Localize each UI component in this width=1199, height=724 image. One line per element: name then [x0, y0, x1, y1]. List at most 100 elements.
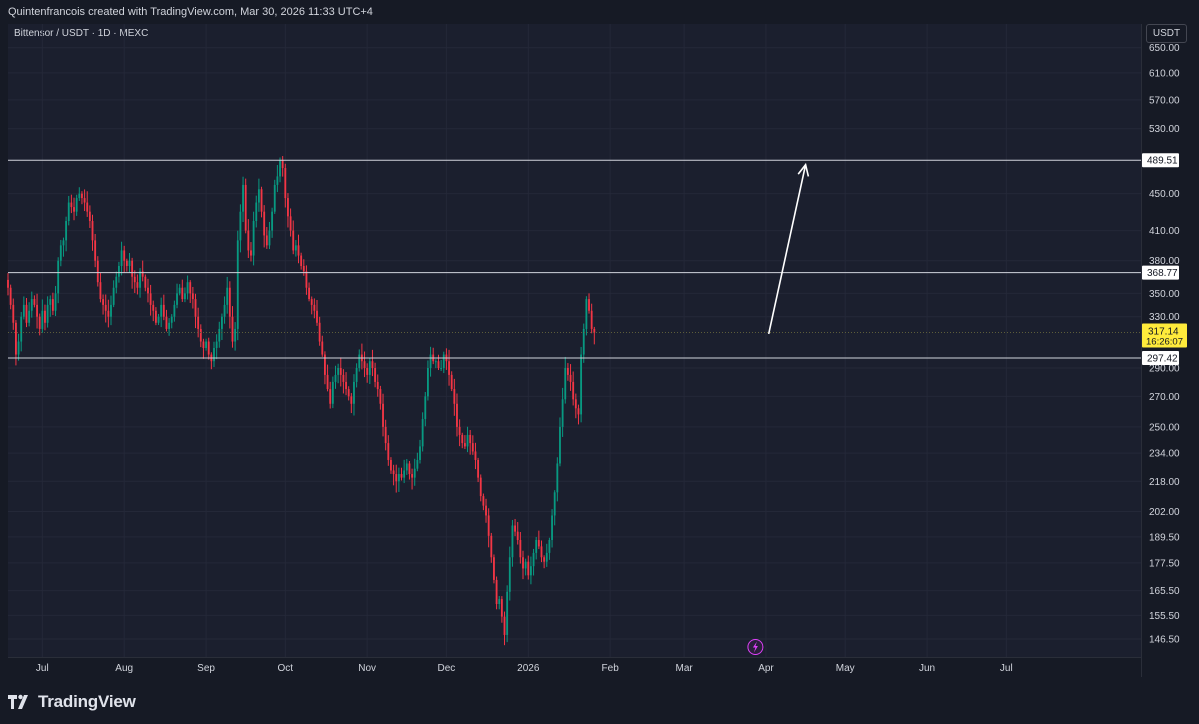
candle-body [487, 515, 490, 536]
candle-body [384, 426, 387, 444]
candle-body [252, 221, 255, 256]
candle-body [316, 310, 318, 323]
candle-body [96, 260, 99, 283]
candle-body [152, 304, 155, 311]
last-price-countdown: 16:26:07 [1146, 336, 1183, 347]
candle-body [271, 211, 274, 231]
tradingview-logo-text: TradingView [38, 692, 136, 711]
chart-pane[interactable] [8, 24, 1141, 657]
candle-body [551, 515, 553, 541]
candle-body [479, 477, 482, 497]
candle-body [160, 304, 163, 317]
candle-body [347, 389, 350, 397]
candle-body [149, 293, 152, 305]
y-tick-label: 650.00 [1149, 43, 1180, 54]
projection-arrow-head [797, 162, 810, 177]
candle-body [128, 260, 131, 266]
x-tick-label: Aug [115, 663, 133, 674]
candle-body [382, 403, 384, 427]
y-tick-label: 380.00 [1149, 256, 1180, 267]
candle-body [326, 374, 329, 390]
symbol-info[interactable]: Bittensor / USDT · 1D · MEXC [14, 28, 149, 39]
candle-body [202, 341, 205, 348]
chart-credit: Quintenfrancois created with TradingView… [8, 6, 373, 18]
candle-body [297, 245, 300, 256]
candle-body [350, 396, 353, 404]
candle-body [67, 202, 70, 222]
candle-body [284, 168, 287, 199]
projection-arrow-line [767, 164, 807, 335]
candle-body [162, 304, 165, 317]
candle-body [419, 446, 421, 460]
y-tick-label: 610.00 [1149, 68, 1180, 79]
candle-body [20, 316, 23, 342]
candle-body [461, 434, 464, 444]
bottom-bar [0, 677, 1199, 724]
candle-body [12, 304, 15, 323]
time-axis[interactable] [8, 658, 1141, 677]
candle-body [250, 250, 252, 256]
candle-body [268, 230, 271, 246]
candle-body [125, 260, 128, 266]
y-tick-label: 177.50 [1149, 558, 1180, 569]
candle-body [281, 159, 284, 169]
candle-body [176, 293, 178, 305]
price-axis[interactable] [1142, 24, 1199, 677]
candle-body [545, 552, 548, 562]
candle-body [371, 361, 374, 368]
candle-body [242, 184, 244, 212]
candle-body [376, 381, 379, 390]
candle-body [437, 361, 440, 368]
candle-body [14, 322, 17, 355]
candle-body [590, 310, 593, 329]
candle-body [65, 221, 68, 241]
tradingview-logo[interactable]: TradingView [8, 692, 136, 712]
candle-body [265, 235, 268, 246]
candle-body [170, 316, 173, 323]
candle-body [553, 492, 556, 516]
candle-body [511, 525, 514, 558]
candle-body [358, 354, 361, 368]
candle-body [503, 616, 506, 635]
candle-body [569, 374, 572, 382]
candle-body [469, 434, 472, 444]
candle-body [329, 389, 332, 404]
candle-body [294, 245, 297, 251]
candle-body [339, 367, 342, 375]
candle-body [482, 496, 485, 506]
candle-body [22, 304, 25, 317]
candle-body [139, 271, 141, 288]
candle-body [450, 374, 453, 390]
candle-body [302, 265, 305, 272]
candle-body [321, 341, 324, 355]
candle-body [585, 299, 588, 329]
candle-body [194, 299, 197, 317]
candle-body [239, 211, 242, 241]
candle-body [543, 557, 546, 562]
candle-body [292, 230, 295, 251]
y-tick-label: 146.50 [1149, 634, 1180, 645]
candle-body [218, 328, 221, 342]
candle-body [363, 361, 366, 368]
y-tick-label: 450.00 [1149, 189, 1180, 200]
candle-body [215, 341, 218, 348]
candle-body [199, 328, 202, 342]
candle-body [9, 287, 12, 305]
candle-body [49, 299, 52, 305]
candle-body [112, 287, 115, 305]
currency-button[interactable]: USDT [1146, 24, 1187, 43]
x-tick-label: Feb [602, 663, 620, 674]
candle-body [426, 367, 429, 397]
candle-body [78, 193, 81, 199]
candle-body [110, 304, 112, 317]
candle-body [580, 354, 583, 415]
candle-body [186, 282, 189, 294]
candle-body [173, 304, 176, 317]
candle-body [41, 310, 44, 329]
candle-body [540, 546, 543, 558]
candle-body [17, 341, 20, 355]
candle-body [334, 374, 337, 382]
candle-body [408, 463, 411, 475]
candle-body [416, 459, 419, 469]
